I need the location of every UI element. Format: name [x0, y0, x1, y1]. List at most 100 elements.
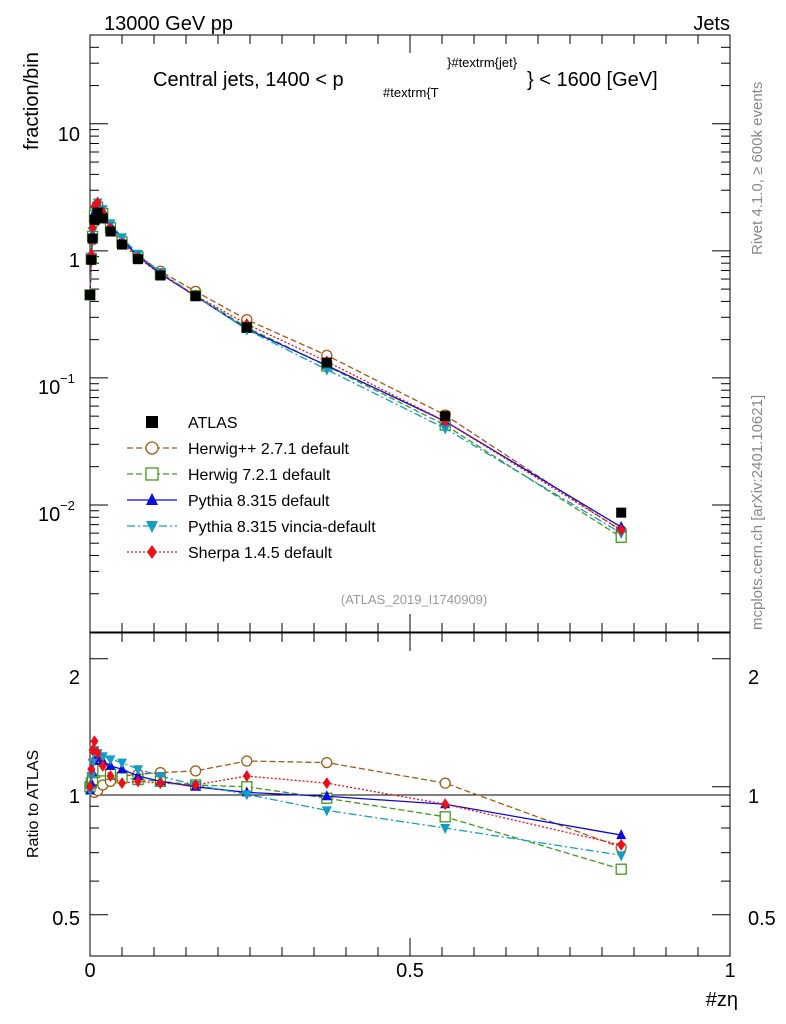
ratio-tick-05-right: 0.5 — [748, 908, 776, 930]
ratio-tick-2-left: 2 — [69, 667, 80, 689]
ratio-tick-1-left: 1 — [69, 786, 80, 808]
x-tick-1: 1 — [724, 960, 735, 982]
ratio-point-2 — [616, 829, 627, 840]
data-point — [89, 214, 100, 225]
legend-ref-marker — [146, 416, 158, 428]
ratio-point-4 — [441, 798, 450, 811]
ratio-point-3 — [241, 790, 252, 801]
data-point — [616, 507, 627, 518]
title-sup: }#textrm{jet} — [447, 55, 518, 70]
chart-title: Central jets, 1400 < p #textrm{T }#textr… — [153, 55, 658, 100]
title-end: } < 1600 [GeV] — [527, 69, 658, 91]
ratio-line-4 — [89, 741, 622, 846]
y-tick-10: 10 — [58, 124, 80, 146]
ratio-point-4 — [134, 775, 142, 788]
ratio-point-3 — [155, 772, 166, 783]
ratio-point-4 — [98, 759, 107, 772]
ratio-point-3 — [105, 755, 116, 766]
y-tick-0p1-exp: −1 — [60, 371, 75, 386]
ratio-point-4 — [87, 763, 96, 776]
ratio-point-0 — [439, 777, 451, 789]
ratio-point-3 — [440, 824, 451, 835]
legend-marker-2 — [146, 493, 158, 505]
x-axis-label: #zη — [706, 989, 738, 1011]
ratio-point-0 — [241, 755, 253, 767]
data-point — [133, 254, 143, 265]
axis-ticks — [89, 34, 731, 957]
jets-label: Jets — [693, 13, 730, 35]
legend: ATLAS Herwig++ 2.7.1 default Herwig 7.2.… — [127, 415, 376, 562]
ratio-point-4 — [617, 838, 626, 851]
y-tick-0p01-exp: −2 — [60, 498, 75, 513]
ratio-point-4 — [106, 770, 115, 783]
ratio-point-2 — [321, 790, 332, 801]
ratio-point-0 — [189, 765, 202, 777]
title-main: Central jets, 1400 < p — [153, 69, 344, 91]
legend-label-4: Sherpa 1.4.5 default — [188, 545, 333, 562]
data-point — [321, 357, 332, 368]
ratio-point-4 — [242, 770, 251, 783]
data-point — [117, 239, 127, 250]
ratio-point-4 — [90, 735, 99, 748]
legend-marker-1 — [145, 467, 159, 481]
legend-marker-0 — [145, 441, 159, 455]
legend-label-2: Pythia 8.315 default — [188, 493, 330, 510]
series-line-0 — [89, 212, 622, 532]
ratio-point-4 — [322, 777, 331, 790]
tick-labels: 10 1 10 −1 10 −2 2 1 0.5 2 1 0.5 0 0.5 1 — [38, 124, 776, 982]
ratio-point-4 — [118, 777, 126, 790]
ratio-point-3 — [87, 758, 98, 769]
y-tick-0p01-base: 10 — [38, 504, 60, 526]
ratio-axis-label: Ratio to ATLAS — [25, 750, 42, 858]
series-point-3 — [321, 365, 332, 376]
rivet-label: Rivet 4.1.0, ≥ 600k events — [749, 82, 766, 255]
ratio-line-0 — [90, 760, 622, 849]
ratio-point-4 — [156, 777, 165, 790]
energy-label: 13000 GeV pp — [104, 13, 233, 35]
ratio-line-2 — [89, 756, 622, 836]
legend-label-3: Pythia 8.315 vincia-default — [188, 519, 376, 536]
legend-marker-4 — [147, 545, 157, 559]
y-tick-0p1-base: 10 — [38, 377, 60, 399]
legend-marker-3 — [146, 521, 158, 533]
ratio-point-1 — [615, 863, 627, 875]
data-point — [241, 322, 252, 333]
y-tick-1: 1 — [69, 250, 80, 272]
series-line-4 — [89, 201, 622, 531]
data-point — [190, 291, 201, 302]
data-point — [87, 233, 98, 244]
series-line-3 — [89, 201, 622, 534]
ratio-point-0 — [321, 756, 333, 769]
x-tick-0p5: 0.5 — [396, 960, 424, 982]
ratio-point-3 — [616, 851, 627, 862]
title-sub: #textrm{T — [383, 85, 439, 100]
x-tick-0: 0 — [84, 960, 95, 982]
data-point — [155, 270, 166, 281]
ratio-series — [84, 735, 627, 875]
ratio-tick-2-right: 2 — [748, 667, 759, 689]
data-point — [86, 254, 97, 265]
analysis-id: (ATLAS_2019_I1740909) — [341, 592, 487, 607]
legend-ref-label: ATLAS — [188, 415, 238, 432]
series-line-2 — [89, 202, 622, 528]
ratio-line-1 — [89, 768, 622, 870]
legend-label-1: Herwig 7.2.1 default — [188, 467, 331, 484]
series-point-3 — [440, 424, 451, 435]
data-point — [440, 411, 451, 422]
ratio-point-3 — [133, 765, 143, 776]
main-frame — [89, 34, 731, 633]
y-axis-label: fraction/bin — [21, 52, 43, 150]
data-point — [85, 289, 95, 300]
ratio-tick-05-left: 0.5 — [52, 908, 80, 930]
ratio-point-4 — [93, 747, 102, 760]
legend-label-0: Herwig++ 2.7.1 default — [188, 441, 350, 458]
series-point-4 — [617, 523, 626, 536]
data-point — [105, 226, 116, 237]
main-series — [84, 196, 627, 543]
ratio-point-4 — [191, 778, 200, 791]
ratio-tick-1-right: 1 — [748, 786, 759, 808]
ratio-point-3 — [117, 758, 127, 769]
mcplots-label: mcplots.cern.ch [arXiv:2401.10621] — [749, 395, 766, 630]
ratio-point-4 — [86, 780, 94, 793]
